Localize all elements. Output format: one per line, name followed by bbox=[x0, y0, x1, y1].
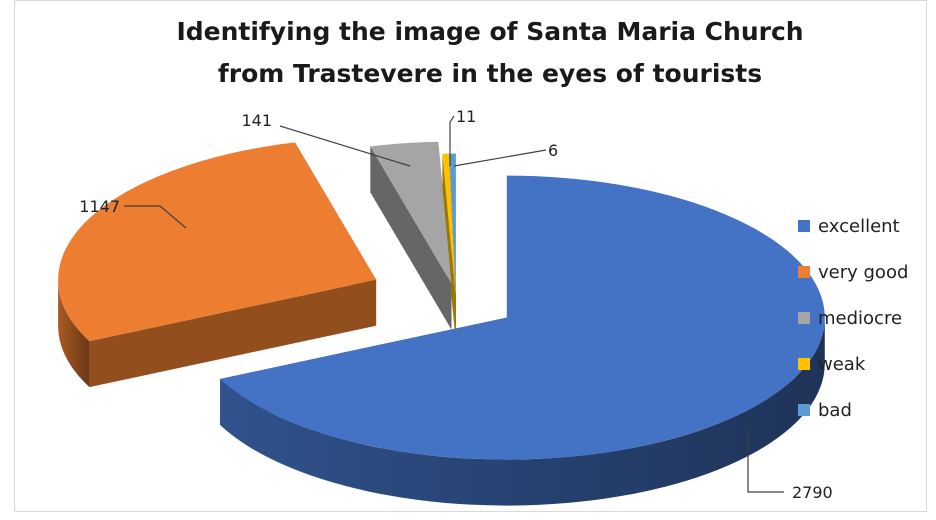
pie-tops bbox=[58, 141, 825, 460]
leader-line-excellent bbox=[747, 430, 784, 493]
data-label-mediocre: 141 bbox=[241, 111, 272, 130]
pie-slice-weak bbox=[442, 153, 456, 296]
legend-label-mediocre: mediocre bbox=[818, 308, 902, 329]
legend-swatch-mediocre bbox=[798, 312, 810, 324]
data-label-very-good: 1147 bbox=[79, 197, 120, 216]
leader-line-weak bbox=[449, 115, 455, 166]
leader-line-very-good bbox=[124, 205, 187, 229]
data-label-weak: 11 bbox=[456, 107, 476, 126]
legend: excellent very good mediocre weak bad bbox=[798, 216, 908, 421]
pie-slice-bad bbox=[449, 153, 456, 296]
data-labels: 2790 1147 141 11 6 bbox=[79, 107, 832, 502]
chart-title-line-1: Identifying the image of Santa Maria Chu… bbox=[176, 17, 803, 46]
pie-wall-very-good-start bbox=[89, 279, 377, 388]
leader-line-bad bbox=[453, 149, 547, 167]
legend-label-excellent: excellent bbox=[818, 216, 900, 237]
legend-label-weak: weak bbox=[818, 354, 866, 375]
pie-slice-excellent bbox=[220, 175, 825, 460]
pie-slice-mediocre bbox=[370, 141, 452, 284]
pie-wall-weak-start bbox=[442, 153, 456, 342]
pie-slice-very-good bbox=[58, 142, 377, 342]
legend-swatch-weak bbox=[798, 358, 810, 370]
legend-label-bad: bad bbox=[818, 400, 852, 421]
legend-label-very-good: very good bbox=[818, 262, 908, 283]
chart-title-line-2: from Trastevere in the eyes of tourists bbox=[218, 59, 762, 88]
legend-swatch-very-good bbox=[798, 266, 810, 278]
legend-swatch-excellent bbox=[798, 220, 810, 232]
pie-side-excellent bbox=[220, 317, 825, 506]
legend-swatch-bad bbox=[798, 404, 810, 416]
data-label-excellent: 2790 bbox=[792, 483, 833, 502]
pie-wall-mediocre-start bbox=[370, 146, 452, 330]
pie-side-very-good bbox=[58, 279, 90, 388]
data-label-bad: 6 bbox=[548, 141, 558, 160]
leader-line-mediocre bbox=[279, 125, 411, 167]
